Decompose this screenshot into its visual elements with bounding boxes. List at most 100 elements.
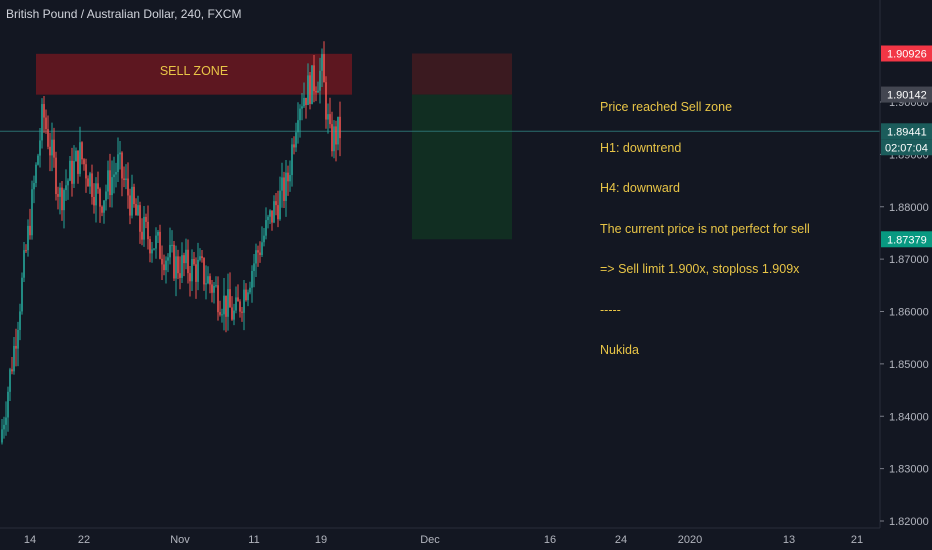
candle-body: [71, 160, 73, 184]
time-tick-label: 11: [248, 534, 259, 546]
candle-body: [131, 186, 133, 216]
price-tick-label: 1.82000: [889, 516, 929, 528]
candle-body: [315, 91, 317, 93]
candle-body: [97, 183, 99, 189]
candle-body: [217, 285, 219, 313]
candle-body: [133, 186, 135, 205]
candle-body: [7, 391, 9, 418]
candle-body: [289, 175, 291, 182]
candle-body: [157, 231, 159, 236]
note-line: -----: [600, 302, 621, 317]
candle-body: [83, 159, 85, 165]
candle-body: [151, 249, 153, 254]
candle-body: [299, 108, 301, 121]
candle-body: [203, 258, 205, 285]
candle-body: [175, 256, 177, 279]
price-tick-label: 1.86000: [889, 307, 929, 319]
candle-body: [147, 221, 149, 240]
candle-body: [103, 200, 105, 213]
candle-body: [17, 329, 19, 349]
candle-body: [121, 152, 123, 179]
candle-body: [235, 297, 237, 311]
candle-body: [135, 204, 137, 216]
candle-body: [263, 235, 265, 243]
candle-body: [153, 248, 155, 250]
candle-body: [3, 424, 5, 430]
time-tick-label: 19: [315, 534, 327, 546]
candle-body: [225, 295, 227, 317]
candle-body: [251, 270, 253, 288]
candle-body: [111, 177, 113, 196]
candle-body: [155, 235, 157, 249]
time-tick-label: 14: [24, 534, 36, 546]
candle-body: [311, 65, 313, 104]
candle-body: [323, 54, 325, 83]
note-line: => Sell limit 1.900x, stoploss 1.909x: [600, 262, 800, 276]
candle-body: [79, 142, 81, 174]
candle-body: [185, 249, 187, 264]
candle-body: [213, 285, 215, 293]
candle-body: [293, 144, 295, 148]
candle-body: [187, 249, 189, 274]
candle-body: [99, 188, 101, 207]
time-tick-label: 22: [78, 534, 90, 546]
candle-body: [259, 252, 261, 255]
candle-body: [223, 295, 225, 315]
candle-body: [115, 172, 117, 175]
candle-body: [245, 289, 247, 301]
candle-body: [91, 173, 93, 197]
candle-body: [109, 170, 111, 196]
candle-body: [43, 104, 45, 118]
candle-body: [179, 273, 181, 278]
candle-body: [125, 178, 127, 180]
candle-body: [291, 144, 293, 176]
countdown-label: 02:07:04: [885, 142, 928, 154]
candle-body: [163, 264, 165, 271]
sell-zone-box: [36, 53, 352, 95]
candle-body: [33, 183, 35, 190]
candle-body: [27, 225, 29, 251]
candle-body: [193, 259, 195, 265]
time-tick-label: Dec: [420, 534, 440, 546]
stop-loss-price-label-bg: [881, 45, 932, 62]
candle-body: [253, 263, 255, 271]
candle-body: [331, 124, 333, 152]
candle-body: [281, 177, 283, 191]
candle-body: [303, 97, 305, 107]
candle-body: [53, 139, 55, 158]
candle-body: [11, 369, 13, 372]
symbol-title: British Pound / Australian Dollar, 240, …: [6, 7, 242, 21]
candle-body: [227, 289, 229, 317]
candle-body: [23, 250, 25, 278]
price-tick-label: 1.87000: [889, 254, 929, 266]
candle-body: [105, 191, 107, 201]
time-tick-label: 24: [615, 534, 627, 546]
note-line: Nukida: [600, 343, 639, 357]
price-tick-label: 1.84000: [889, 411, 929, 423]
candle-body: [321, 54, 323, 71]
analysis-note: Price reached Sell zone H1: downtrend H4…: [600, 74, 810, 371]
time-tick-label: 2020: [678, 534, 702, 546]
candle-body: [277, 205, 279, 220]
candle-body: [215, 285, 217, 287]
price-tick-label: 1.85000: [889, 359, 929, 371]
sell-zone-label: SELL ZONE: [159, 64, 229, 78]
candle-body: [283, 177, 285, 201]
candle-body: [69, 160, 71, 181]
candle-body: [113, 174, 115, 178]
candle-body: [243, 289, 245, 313]
candle-body: [59, 187, 61, 197]
candle-body: [231, 307, 233, 320]
candle-body: [15, 345, 17, 349]
candle-body: [209, 276, 211, 285]
note-line: H4: downward: [600, 181, 680, 195]
time-tick-label: 21: [851, 534, 863, 546]
candle-body: [317, 90, 319, 93]
candle-body: [29, 225, 31, 236]
candle-body: [19, 311, 21, 330]
candle-body: [41, 104, 43, 141]
candle-body: [63, 190, 65, 211]
candle-body: [255, 250, 257, 264]
candle-body: [165, 260, 167, 271]
